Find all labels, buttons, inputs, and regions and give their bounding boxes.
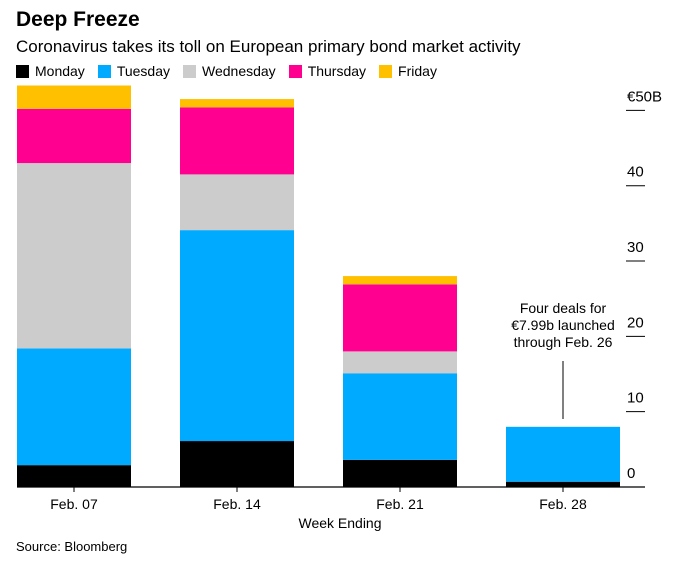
bar-segment-thursday <box>343 284 457 352</box>
legend-item-monday: Monday <box>16 63 85 79</box>
y-tick-label: 10 <box>627 390 644 407</box>
legend-item-thursday: Thursday <box>288 63 367 79</box>
bar-segment-tuesday <box>17 348 131 466</box>
bar-segment-tuesday <box>343 373 457 460</box>
bar-segment-friday <box>180 99 294 108</box>
bar-segment-thursday <box>17 108 131 164</box>
chart-title: Deep Freeze <box>16 8 140 31</box>
annotation-text: €7.99b launched <box>511 317 615 333</box>
legend-item-friday: Friday <box>379 63 437 79</box>
legend-item-tuesday: Tuesday <box>97 63 170 79</box>
legend-swatch <box>183 64 196 78</box>
annotation-text: through Feb. 26 <box>514 334 613 350</box>
legend-swatch <box>97 64 111 78</box>
bar-segment-wednesday <box>343 351 457 374</box>
bar-segment-wednesday <box>180 174 294 231</box>
legend-label: Thursday <box>307 63 367 79</box>
legend: Monday Tuesday Wednesday Thursday Friday <box>16 63 450 79</box>
bar-segment-thursday <box>180 107 294 175</box>
y-tick-label: €50B <box>627 88 662 105</box>
y-tick-label: 30 <box>627 239 644 256</box>
y-tick-label: 0 <box>627 465 635 482</box>
annotation-text: Four deals for <box>520 300 607 316</box>
legend-swatch <box>288 64 302 78</box>
chart-subtitle: Coronavirus takes its toll on European p… <box>16 37 521 56</box>
source-note: Source: Bloomberg <box>16 539 128 554</box>
bar-segment-tuesday <box>180 230 294 442</box>
bar-segment-tuesday <box>506 426 620 482</box>
x-tick-label: Feb. 28 <box>539 496 587 512</box>
legend-label: Friday <box>398 63 437 79</box>
x-tick-label: Feb. 21 <box>376 496 424 512</box>
bar-segment-monday <box>343 459 457 487</box>
bar-segment-monday <box>17 465 131 487</box>
stacked-bar-chart: Feb. 07 Feb. 14 Feb. 21 Feb. 28 0 10 20 30 40 €50… <box>17 85 662 531</box>
y-tick-label: 40 <box>627 164 644 181</box>
x-tick-label: Feb. 14 <box>213 496 261 512</box>
legend-swatch <box>16 64 29 78</box>
legend-swatch <box>379 64 393 78</box>
legend-label: Wednesday <box>202 63 276 79</box>
legend-item-wednesday: Wednesday <box>183 63 276 79</box>
y-tick-label: 20 <box>627 314 644 331</box>
legend-label: Tuesday <box>116 63 170 79</box>
bar-segment-monday <box>180 441 294 487</box>
x-axis-label: Week Ending <box>298 515 381 531</box>
legend-label: Monday <box>35 63 85 79</box>
bar-segment-wednesday <box>17 163 131 349</box>
x-tick-label: Feb. 07 <box>50 496 98 512</box>
bar-segment-friday <box>343 276 457 285</box>
bar-segment-friday <box>17 85 131 109</box>
bar-segment-monday <box>506 481 620 487</box>
